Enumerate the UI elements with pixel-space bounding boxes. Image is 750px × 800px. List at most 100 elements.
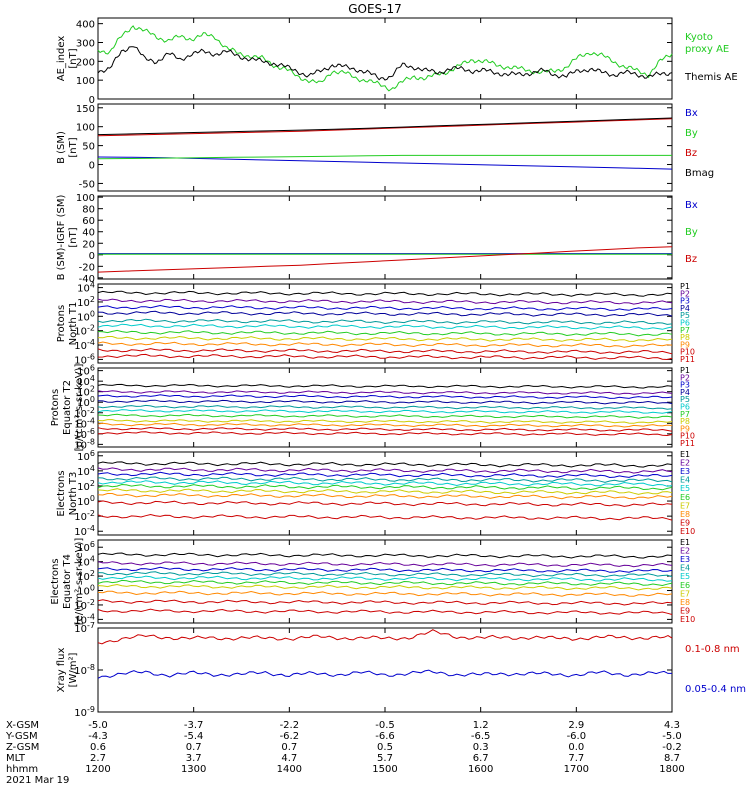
panel-b: 150 100 50 0 -50 B (SM) [nT] Bx By Bz Bmag: [56, 103, 714, 192]
y-tick-label: 104: [77, 374, 95, 388]
x-row-value: -5.0: [88, 720, 108, 731]
x-row-value: 1400: [277, 764, 302, 775]
y-axis-label: AE_index: [56, 36, 67, 82]
series-line-bz: [97, 118, 673, 137]
legend-label: Bx: [685, 200, 698, 211]
x-row-value: 1800: [659, 764, 684, 775]
legend-label: P8: [680, 333, 690, 342]
legend-label: Bz: [685, 254, 697, 265]
y-tick-label: 0: [89, 251, 95, 262]
series-line-e7: [97, 488, 673, 495]
y-tick-label: 106: [77, 364, 95, 378]
series-line-themis-ae: [97, 46, 673, 81]
x-row-value: 1500: [372, 764, 397, 775]
x-row-value: 3.7: [186, 753, 202, 764]
series-line-e9: [97, 599, 673, 606]
x-row-label: hhmm: [6, 764, 38, 775]
y-axis-label: [nT]: [68, 48, 79, 68]
x-row-value: -2.2: [280, 720, 300, 731]
series-line-e8: [97, 590, 673, 597]
y-tick-label: 10-6: [74, 352, 95, 366]
y-axis-label: North T1: [68, 302, 79, 346]
series-line-p5: [97, 318, 673, 325]
series-line-e2: [97, 561, 673, 568]
panel-frame: [97, 539, 673, 624]
legend-label: E4: [680, 476, 690, 485]
x-row-value: 1700: [564, 764, 589, 775]
legend-label: P6: [680, 319, 690, 328]
legend-label: P7: [680, 326, 690, 335]
legend-label: P1: [680, 282, 690, 291]
y-tick-label: 60: [82, 216, 95, 227]
x-row-value: 1200: [85, 764, 110, 775]
series-line-p4: [97, 310, 673, 317]
series-line-p4: [97, 399, 673, 405]
x-row-value: 7.7: [568, 753, 584, 764]
y-axis-label: [W/m²]: [68, 652, 79, 687]
legend-label: E7: [680, 501, 690, 510]
panel-frame: [97, 195, 673, 280]
y-tick-label: 10-7: [74, 621, 95, 635]
y-axis-label: North T3: [68, 472, 79, 516]
series-line-p7: [97, 413, 673, 419]
series-line-0-1-0-8-nm: [97, 629, 673, 645]
series-line-e5: [97, 480, 673, 487]
x-row-value: -6.6: [375, 731, 395, 742]
series-line-e4: [97, 476, 673, 483]
series-line-p5: [97, 404, 673, 410]
series-line-p9: [97, 422, 673, 428]
x-row-value: 6.7: [473, 753, 489, 764]
series-line-e7: [97, 583, 673, 591]
legend-label: Bz: [685, 148, 697, 159]
legend-label: P2: [680, 373, 690, 382]
y-tick-label: 102: [77, 569, 95, 583]
y-axis-label: Equator T2: [62, 380, 73, 435]
y-tick-label: 10-2: [74, 324, 95, 338]
legend-label: P8: [680, 417, 690, 426]
chart-title: GOES-17: [348, 2, 402, 16]
y-tick-label: 100: [76, 76, 95, 87]
x-row-value: -3.7: [184, 720, 204, 731]
series-line-p6: [97, 409, 673, 414]
y-axis-label: [nT]: [68, 137, 79, 157]
y-tick-label: 10-4: [74, 524, 95, 538]
y-axis-label: Protons: [56, 305, 67, 342]
x-row-value: 1300: [181, 764, 206, 775]
panel-xray: 10-7 10-8 10-9 Xray flux [W/m²] 0.1-0.8 nm 0.0…: [56, 621, 746, 719]
series-line-p6: [97, 323, 673, 330]
y-axis-label: [e/(cm²-s-sr-keV)]: [74, 538, 85, 626]
y-tick-label: 0: [89, 161, 95, 172]
y-tick-label: -40: [79, 274, 95, 285]
series-line-p3: [97, 304, 673, 311]
series-line-p10: [97, 348, 673, 355]
series-line-p9: [97, 341, 673, 348]
legend-label: P7: [680, 410, 690, 419]
series-line-e1: [97, 552, 673, 559]
y-tick-label: 100: [76, 193, 95, 204]
series-line-e4: [97, 571, 673, 578]
y-tick-label: 10-4: [74, 416, 95, 430]
legend-label: By: [685, 227, 698, 238]
x-row-value: 5.7: [377, 753, 393, 764]
legend-label: E9: [680, 606, 690, 615]
x-row-value: 0.7: [186, 742, 202, 753]
legend-label: E6: [680, 493, 690, 502]
legend-label: E8: [680, 598, 690, 607]
y-tick-label: 300: [76, 38, 95, 49]
y-axis-label: Xray flux: [56, 648, 67, 693]
series-line-kyoto-proxy-ae: [97, 25, 673, 92]
legend-label: E9: [680, 518, 690, 527]
series-line-e10: [97, 608, 673, 615]
y-tick-label: 10-2: [74, 406, 95, 420]
y-axis-label: B (SM)-IGRF (SM): [56, 195, 67, 281]
legend-label: P3: [680, 381, 690, 390]
legend-label: E10: [680, 615, 695, 624]
series-line-e6: [97, 483, 673, 491]
panel-frame: [97, 17, 673, 100]
series-line-by: [97, 154, 672, 160]
series-line-e2: [97, 467, 673, 474]
